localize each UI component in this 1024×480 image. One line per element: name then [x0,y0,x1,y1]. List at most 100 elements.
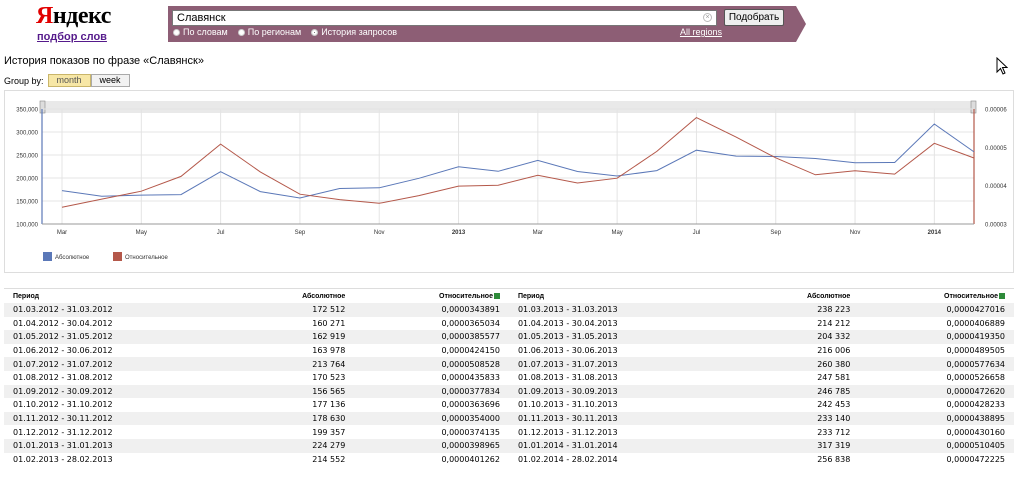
history-table: Период Абсолютное Относительное Период А… [4,288,1014,480]
excel-icon[interactable] [493,292,500,299]
relative-cell: 0,0000401262 [441,454,500,464]
table-row: 01.04.2012 - 30.04.2012 160 271 0,00003650… [4,317,1014,331]
relative-cell: 0,0000365034 [441,318,500,328]
col-relative-label: Относительное [439,292,493,300]
period-cell: 01.03.2012 - 31.03.2012 [4,303,235,317]
radio-by-regions[interactable]: По регионам [237,27,301,37]
logo-first-letter: Я [36,3,53,29]
relative-cell: 0,0000435833 [441,373,500,383]
table-row: 01.07.2012 - 31.07.2012 213 764 0,00005085… [4,357,1014,371]
relative-cell: 0,0000374135 [441,427,500,437]
absolute-cell: 177 136 [312,400,346,410]
all-regions-link[interactable]: All regions [679,27,722,37]
x-tick-label: May [136,230,147,236]
relative-cell: 0,0000438895 [859,411,1014,426]
relative-cell: 0,0000377834 [354,384,509,399]
period-cell: 01.07.2012 - 31.07.2012 [4,357,235,371]
period-cell: 01.06.2012 - 30.06.2012 [13,346,113,356]
legend-swatch [113,252,122,261]
legend-label: Абсолютное [55,255,90,261]
y-right-tick-label: 0.00004 [985,184,1007,190]
x-tick-label: Sep [295,230,306,236]
radio-query-history[interactable]: История запросов [311,27,397,37]
table-row: 01.10.2012 - 31.10.2012 177 136 0,00003636… [4,398,1014,412]
col-absolute: Абсолютное [302,292,346,300]
x-tick-label: Jul [217,230,225,236]
table-row: 01.03.2012 - 31.03.2012 172 512 0,00003438… [4,303,1014,317]
period-cell: 01.07.2013 - 31.07.2013 [508,357,740,371]
wordstat-link[interactable]: подбор слов [37,31,107,43]
y-right-tick-label: 0.00006 [985,108,1007,114]
search-mode-radios: По словам По регионам История запросов [173,27,397,37]
period-cell: 01.04.2012 - 30.04.2012 [13,318,113,328]
period-cell: 01.06.2013 - 30.06.2013 [517,346,618,356]
relative-cell: 0,0000398965 [354,438,509,453]
logo-rest: ндекс [52,3,112,29]
relative-cell: 0,0000508528 [354,357,509,371]
absolute-cell: 214 212 [817,318,851,328]
period-cell: 01.11.2013 - 30.11.2013 [508,411,740,426]
group-by-control: Group by: month week [4,74,130,87]
y-left-tick-label: 100,000 [16,223,38,229]
period-cell: 01.10.2013 - 31.10.2013 [517,400,618,410]
relative-cell: 0,0000427016 [859,303,1014,317]
table-body: 01.03.2012 - 31.03.2012 172 512 0,00003438… [4,303,1014,466]
group-week-button[interactable]: week [90,74,130,87]
absolute-cell: 260 380 [739,357,860,371]
clear-icon[interactable]: × [703,13,712,22]
history-chart: 100,000 150,000 200,000 250,000 300,000 350,0… [4,90,1014,273]
search-input[interactable]: Славянск × [172,10,717,26]
table-row: 01.06.2012 - 30.06.2012 163 978 0,00004241… [4,344,1014,358]
absolute-cell: 160 271 [312,318,346,328]
col-relative-2: Относительное [859,289,1014,303]
period-cell: 01.04.2013 - 30.04.2013 [517,318,618,328]
period-cell: 01.08.2012 - 31.08.2012 [13,373,113,383]
radio-by-words[interactable]: По словам [173,27,228,37]
table-row: 01.08.2012 - 31.08.2012 170 523 0,00004358… [4,371,1014,385]
relative-cell: 0,0000430160 [946,427,1005,437]
absolute-cell: 214 552 [312,454,346,464]
search-button[interactable]: Подобрать [724,9,784,26]
absolute-cell: 163 978 [312,346,346,356]
y-left-tick-label: 250,000 [16,154,38,160]
absolute-cell: 199 357 [312,427,346,437]
excel-icon[interactable] [999,292,1005,299]
table-row: 01.09.2012 - 30.09.2012 156 565 0,00003778… [4,384,1014,399]
relative-cell: 0,0000526658 [946,373,1005,383]
relative-cell: 0,0000385577 [354,330,509,344]
absolute-cell: 162 919 [234,330,355,344]
y-right-tick-label: 0.00003 [985,223,1007,229]
search-input-value: Славянск [177,12,226,24]
period-cell: 01.12.2012 - 31.12.2012 [13,427,113,437]
yandex-logo[interactable]: Яндекс [36,3,111,30]
col-period: Период [13,292,40,300]
absolute-cell: 170 523 [312,373,346,383]
absolute-cell: 233 140 [739,411,860,426]
x-tick-label: Nov [850,230,861,236]
x-tick-label: 2013 [452,230,466,236]
period-cell: 01.05.2012 - 31.05.2012 [4,330,235,344]
absolute-cell: 156 565 [234,384,355,399]
group-month-button[interactable]: month [47,74,91,87]
mouse-cursor-icon [996,57,1008,75]
table-row: 01.11.2012 - 30.11.2012 178 630 0,00003540… [4,411,1014,426]
absolute-cell: 233 712 [817,427,851,437]
period-cell: 01.11.2012 - 30.11.2012 [4,411,235,426]
absolute-cell: 213 764 [234,357,355,371]
radio-label: По словам [183,27,228,37]
radio-label: История запросов [321,27,397,37]
table-row: 01.01.2013 - 31.01.2013 224 279 0,00003989… [4,438,1014,453]
radio-dot-selected [311,28,319,36]
series-line-relative [61,117,975,208]
table-header-row: Период Абсолютное Относительное Период А… [4,289,1014,303]
group-by-label: Group by: [4,75,44,86]
search-bar: Славянск × Подобрать По словам По регион… [168,6,806,42]
relative-cell: 0,0000343891 [354,303,509,317]
relative-cell: 0,0000363696 [441,400,500,410]
relative-cell: 0,0000428233 [946,400,1005,410]
absolute-cell: 178 630 [234,411,355,426]
y-left-tick-label: 150,000 [16,200,38,206]
x-tick-label: Jul [693,230,701,236]
absolute-cell: 216 006 [817,346,851,356]
